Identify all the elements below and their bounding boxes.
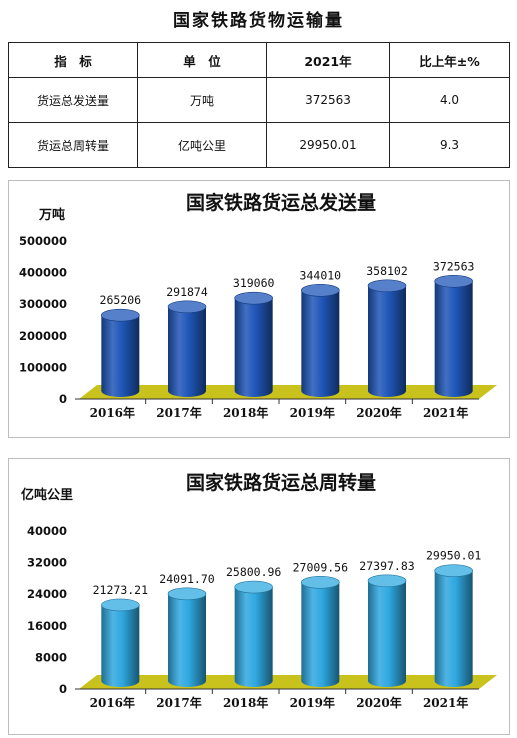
table-cell-value: 372563 [266, 77, 390, 123]
bar-body [234, 298, 273, 397]
bar-body [101, 315, 140, 397]
bar-top [434, 274, 473, 288]
data-label: 29950.01 [426, 549, 481, 563]
bar [167, 300, 207, 397]
bar [234, 291, 273, 397]
chart-title: 国家铁路货运总发送量 [186, 191, 376, 214]
data-label: 24091.70 [159, 572, 214, 586]
y-tick-label: 100000 [19, 360, 67, 374]
bar-body [301, 582, 340, 687]
table-row: 货运总周转量 亿吨公里 29950.01 9.3 [8, 122, 510, 168]
data-label: 372563 [433, 259, 475, 273]
y-tick-label: 32000 [27, 556, 67, 570]
column-header-change: 比上年±% [389, 42, 510, 78]
bar [234, 580, 273, 687]
data-label: 21273.21 [93, 583, 148, 597]
chart-floor [79, 385, 497, 399]
y-tick-label: 300000 [19, 297, 67, 311]
bar-top [234, 291, 273, 305]
bar-body [234, 587, 273, 687]
data-label: 358102 [366, 264, 408, 278]
data-label: 27397.83 [359, 559, 414, 573]
bar-top [101, 598, 140, 612]
bar-body [168, 593, 206, 687]
x-tick-label: 2017年 [156, 405, 201, 420]
data-label: 319060 [233, 276, 275, 290]
table-cell-change: 4.0 [389, 77, 510, 123]
y-tick-label: 400000 [19, 266, 67, 280]
bar [167, 587, 207, 687]
freight-turnover-chart-panel: 国家铁路货运总周转量亿吨公里 0 8000 16000 24000 32000 40000 2… [8, 458, 510, 735]
bar [301, 283, 340, 397]
column-header-unit: 单 位 [137, 42, 267, 78]
bar-body [168, 306, 206, 397]
bar [367, 279, 407, 397]
x-tick-label: 2021年 [423, 695, 468, 710]
chart-floor [79, 675, 497, 689]
table-cell-value: 29950.01 [266, 122, 390, 168]
x-tick-label: 2016年 [90, 695, 135, 710]
data-label: 265206 [100, 293, 142, 307]
x-tick-label: 2018年 [223, 405, 268, 420]
bar-body [301, 290, 340, 397]
table-cell-unit: 亿吨公里 [137, 122, 267, 168]
chart-title: 国家铁路货运总周转量 [186, 471, 376, 494]
bar-top [367, 279, 407, 293]
y-axis-unit-label: 万吨 [38, 207, 65, 223]
table-row: 货运总发送量 万吨 372563 4.0 [8, 77, 510, 123]
table-cell-indicator: 货运总周转量 [8, 122, 138, 168]
bar-body [368, 580, 406, 687]
y-tick-label: 0 [59, 392, 67, 406]
y-tick-label: 0 [59, 682, 67, 696]
bar-top [234, 580, 273, 594]
bar-top [367, 574, 407, 588]
table-cell-change: 9.3 [389, 122, 510, 168]
bar [434, 564, 473, 687]
bar [101, 598, 140, 687]
freight-volume-chart-panel: 国家铁路货运总发送量万吨 0 100000 200000 300000 400000 500… [8, 180, 510, 438]
y-tick-label: 8000 [35, 650, 67, 664]
page-title: 国家铁路货物运输量 [173, 11, 344, 31]
bar-body [368, 285, 406, 397]
bar [301, 576, 340, 687]
x-tick-label: 2017年 [156, 695, 201, 710]
x-tick-label: 2019年 [290, 695, 335, 710]
data-label: 344010 [300, 268, 342, 282]
x-tick-label: 2016年 [90, 405, 135, 420]
bar-top [301, 576, 340, 589]
bar-top [301, 283, 340, 297]
column-header-indicator: 指 标 [8, 42, 138, 78]
column-header-year: 2021年 [266, 42, 390, 78]
bar [434, 274, 473, 397]
y-tick-label: 500000 [19, 234, 67, 248]
y-tick-label: 40000 [27, 524, 67, 538]
x-tick-label: 2020年 [356, 405, 401, 420]
x-tick-label: 2019年 [290, 405, 335, 420]
bar-body [434, 281, 473, 397]
bar-top [434, 564, 473, 577]
bar-top [167, 587, 207, 601]
bar [101, 308, 140, 397]
x-tick-label: 2018年 [223, 695, 268, 710]
y-tick-label: 200000 [19, 329, 67, 343]
bar-top [101, 308, 140, 322]
y-tick-label: 24000 [27, 587, 67, 601]
y-axis-unit-label: 亿吨公里 [21, 487, 73, 503]
table-cell-indicator: 货运总发送量 [8, 77, 138, 123]
table-cell-unit: 万吨 [137, 77, 267, 123]
data-label: 27009.56 [293, 560, 348, 574]
data-label: 291874 [166, 285, 208, 299]
x-tick-label: 2021年 [423, 405, 468, 420]
bar-body [101, 604, 140, 687]
y-tick-label: 16000 [27, 619, 67, 633]
bar [367, 574, 407, 687]
summary-table: 指 标 单 位 2021年 比上年±% 货运总发送量 万吨 372563 4.0… [8, 42, 510, 168]
bar-body [434, 570, 473, 687]
bar-top [167, 300, 207, 314]
table-header-row: 指 标 单 位 2021年 比上年±% [8, 42, 510, 78]
x-tick-label: 2020年 [356, 695, 401, 710]
data-label: 25800.96 [226, 565, 281, 579]
